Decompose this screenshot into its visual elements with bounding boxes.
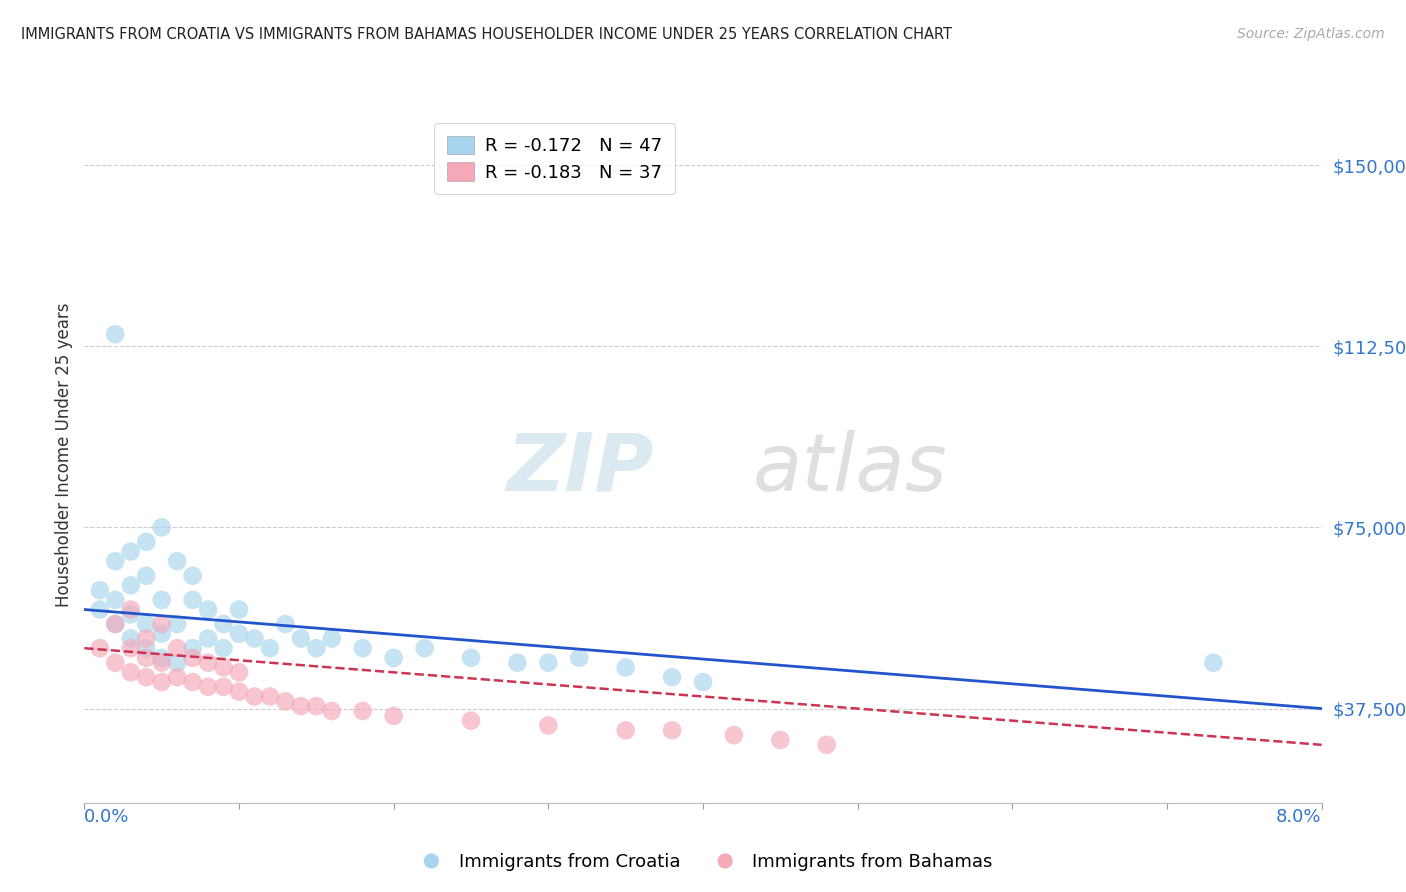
Point xyxy=(104,327,127,342)
Y-axis label: Householder Income Under 25 years: Householder Income Under 25 years xyxy=(55,302,73,607)
Point xyxy=(259,690,281,704)
Point xyxy=(290,699,312,714)
Point xyxy=(413,641,436,656)
Point xyxy=(614,723,637,738)
Point xyxy=(321,632,343,646)
Point xyxy=(150,626,173,640)
Point xyxy=(382,708,405,723)
Point xyxy=(243,632,266,646)
Point xyxy=(274,694,297,708)
Point xyxy=(135,641,157,656)
Point xyxy=(104,592,127,607)
Point xyxy=(614,660,637,674)
Point xyxy=(120,607,142,622)
Point xyxy=(181,592,204,607)
Point xyxy=(568,651,591,665)
Text: IMMIGRANTS FROM CROATIA VS IMMIGRANTS FROM BAHAMAS HOUSEHOLDER INCOME UNDER 25 Y: IMMIGRANTS FROM CROATIA VS IMMIGRANTS FR… xyxy=(21,27,952,42)
Point xyxy=(120,602,142,616)
Point xyxy=(104,656,127,670)
Point xyxy=(166,656,188,670)
Point xyxy=(305,699,328,714)
Point xyxy=(290,632,312,646)
Point xyxy=(197,656,219,670)
Point xyxy=(104,617,127,632)
Point xyxy=(1202,656,1225,670)
Point xyxy=(135,617,157,632)
Point xyxy=(228,602,250,616)
Point xyxy=(150,592,173,607)
Point xyxy=(166,617,188,632)
Text: atlas: atlas xyxy=(752,430,948,508)
Point xyxy=(120,544,142,558)
Point xyxy=(212,617,235,632)
Point xyxy=(135,670,157,684)
Point xyxy=(135,534,157,549)
Point xyxy=(305,641,328,656)
Point xyxy=(104,617,127,632)
Point xyxy=(661,723,683,738)
Point xyxy=(243,690,266,704)
Point xyxy=(769,733,792,747)
Point xyxy=(181,641,204,656)
Point xyxy=(89,641,111,656)
Point xyxy=(692,675,714,690)
Point xyxy=(815,738,838,752)
Point xyxy=(150,656,173,670)
Text: 8.0%: 8.0% xyxy=(1277,807,1322,826)
Point xyxy=(212,641,235,656)
Point xyxy=(197,602,219,616)
Point xyxy=(135,632,157,646)
Point xyxy=(150,675,173,690)
Point xyxy=(460,651,482,665)
Point xyxy=(506,656,529,670)
Point xyxy=(166,641,188,656)
Point xyxy=(135,568,157,582)
Point xyxy=(104,554,127,568)
Point xyxy=(166,670,188,684)
Point xyxy=(228,626,250,640)
Point xyxy=(166,554,188,568)
Point xyxy=(537,656,560,670)
Point xyxy=(212,680,235,694)
Text: Source: ZipAtlas.com: Source: ZipAtlas.com xyxy=(1237,27,1385,41)
Point xyxy=(197,680,219,694)
Text: 0.0%: 0.0% xyxy=(84,807,129,826)
Point xyxy=(212,660,235,674)
Point xyxy=(120,632,142,646)
Point xyxy=(321,704,343,718)
Text: ZIP: ZIP xyxy=(506,430,654,508)
Point xyxy=(723,728,745,742)
Point xyxy=(259,641,281,656)
Point xyxy=(460,714,482,728)
Point xyxy=(150,651,173,665)
Legend: R = -0.172   N = 47, R = -0.183   N = 37: R = -0.172 N = 47, R = -0.183 N = 37 xyxy=(434,123,675,194)
Point xyxy=(135,651,157,665)
Point xyxy=(197,632,219,646)
Point xyxy=(352,704,374,718)
Point xyxy=(181,651,204,665)
Point xyxy=(537,718,560,732)
Point xyxy=(661,670,683,684)
Legend: Immigrants from Croatia, Immigrants from Bahamas: Immigrants from Croatia, Immigrants from… xyxy=(406,847,1000,879)
Point xyxy=(120,578,142,592)
Point xyxy=(89,602,111,616)
Point xyxy=(274,617,297,632)
Point xyxy=(352,641,374,656)
Point xyxy=(120,665,142,680)
Point xyxy=(150,520,173,534)
Point xyxy=(228,665,250,680)
Point xyxy=(89,583,111,598)
Point xyxy=(150,617,173,632)
Point xyxy=(228,684,250,698)
Point xyxy=(382,651,405,665)
Point xyxy=(120,641,142,656)
Point xyxy=(181,568,204,582)
Point xyxy=(181,675,204,690)
